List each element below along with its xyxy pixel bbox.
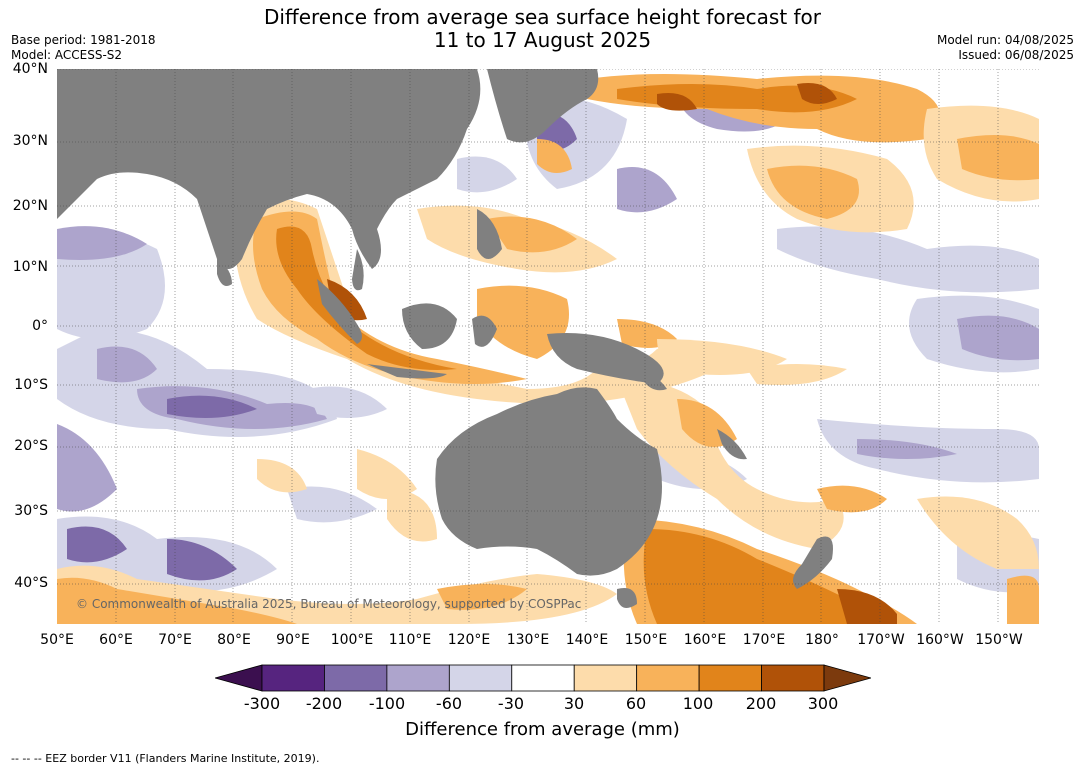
lat-label-40s: 40°S [14, 575, 48, 591]
lon-label-160e: 160°E [683, 632, 727, 648]
lat-label-10n: 10°N [12, 259, 48, 275]
lon-label-50e: 50°E [40, 632, 74, 648]
lon-label-150w: 150°W [975, 632, 1023, 648]
lon-label-70e: 70°E [158, 632, 192, 648]
lat-label-30n: 30°N [12, 133, 48, 149]
colorbar-segment [698, 664, 762, 692]
lon-label-120e: 120°E [447, 632, 491, 648]
colorbar-tick-label: 60 [625, 694, 647, 713]
colorbar-tick-label: -60 [435, 694, 463, 713]
lon-label-170e: 170°E [742, 632, 786, 648]
colorbar-segment [324, 664, 388, 692]
new-zealand [793, 536, 833, 589]
lon-label-100e: 100°E [330, 632, 374, 648]
copyright-notice: © Commonwealth of Australia 2025, Bureau… [76, 597, 582, 611]
colorbar-segment [386, 664, 450, 692]
issued-date: Issued: 06/08/2025 [958, 48, 1074, 62]
lon-label-170w: 170°W [857, 632, 905, 648]
new-guinea [547, 333, 664, 384]
solomon-islands [637, 369, 667, 391]
lat-label-10s: 10°S [14, 377, 48, 393]
map-title-line1: Difference from average sea surface heig… [263, 5, 822, 29]
lat-label-eq: 0° [32, 318, 48, 334]
colorbar-tick-label: -300 [243, 694, 281, 713]
model-name: Model: ACCESS-S2 [11, 48, 123, 62]
lon-label-160w: 160°W [916, 632, 964, 648]
colorbar-tick-label: 100 [682, 694, 714, 713]
model-run: Model run: 04/08/2025 [936, 33, 1074, 47]
colorbar-arrow-low [215, 664, 263, 692]
colorbar-tick-label: -100 [368, 694, 406, 713]
gridlines [57, 69, 1039, 624]
colorbar-tick-label: 200 [745, 694, 777, 713]
colorbar-tick-label: -30 [497, 694, 525, 713]
lon-label-60e: 60°E [99, 632, 133, 648]
sulawesi [472, 315, 497, 347]
colorbar-arrow-high [823, 664, 871, 692]
lon-label-130e: 130°E [506, 632, 550, 648]
colorbar-segment [761, 664, 825, 692]
land-masses [57, 69, 833, 608]
eez-footnote: -- -- -- EEZ border V11 (Flanders Marine… [11, 752, 320, 765]
java [367, 364, 447, 379]
colorbar-segment [511, 664, 575, 692]
east-asia-coast [487, 69, 599, 143]
colorbar-title: Difference from average (mm) [405, 719, 680, 740]
meta-right: Model run: 04/08/2025 Issued: 06/08/2025 [937, 33, 1074, 63]
new-caledonia [717, 429, 747, 460]
map-title-line2: 11 to 17 August 2025 [433, 28, 652, 52]
colorbar-segment [573, 664, 638, 692]
colorbar-segment [448, 664, 513, 692]
colorbar-tick-label: 300 [807, 694, 839, 713]
lat-label-30s: 30°S [14, 503, 48, 519]
lat-label-20s: 20°S [14, 438, 48, 454]
lon-label-110e: 110°E [388, 632, 432, 648]
lon-label-150e: 150°E [624, 632, 668, 648]
malay-peninsula [352, 249, 364, 291]
sri-lanka [217, 259, 232, 287]
lat-label-40n: 40°N [12, 61, 48, 77]
colorbar-segment [261, 664, 325, 692]
meta-left: Base period: 1981-2018 Model: ACCESS-S2 [11, 33, 156, 63]
lon-label-140e: 140°E [565, 632, 609, 648]
colorbar-segment [636, 664, 700, 692]
asia-landmass [57, 69, 481, 269]
base-period: Base period: 1981-2018 [11, 33, 156, 47]
colorbar-tick-label: 30 [563, 694, 585, 713]
sea-height-map [57, 69, 1039, 624]
colorbar-tick-label: -200 [305, 694, 343, 713]
lon-label-180: 180° [805, 632, 839, 648]
philippines [477, 209, 502, 259]
lat-label-20n: 20°N [12, 198, 48, 214]
colorbar [215, 664, 871, 692]
lon-label-90e: 90°E [276, 632, 310, 648]
tasmania [617, 588, 637, 608]
australia [435, 387, 662, 576]
positive-anomalies [57, 74, 1039, 624]
lon-label-80e: 80°E [217, 632, 251, 648]
